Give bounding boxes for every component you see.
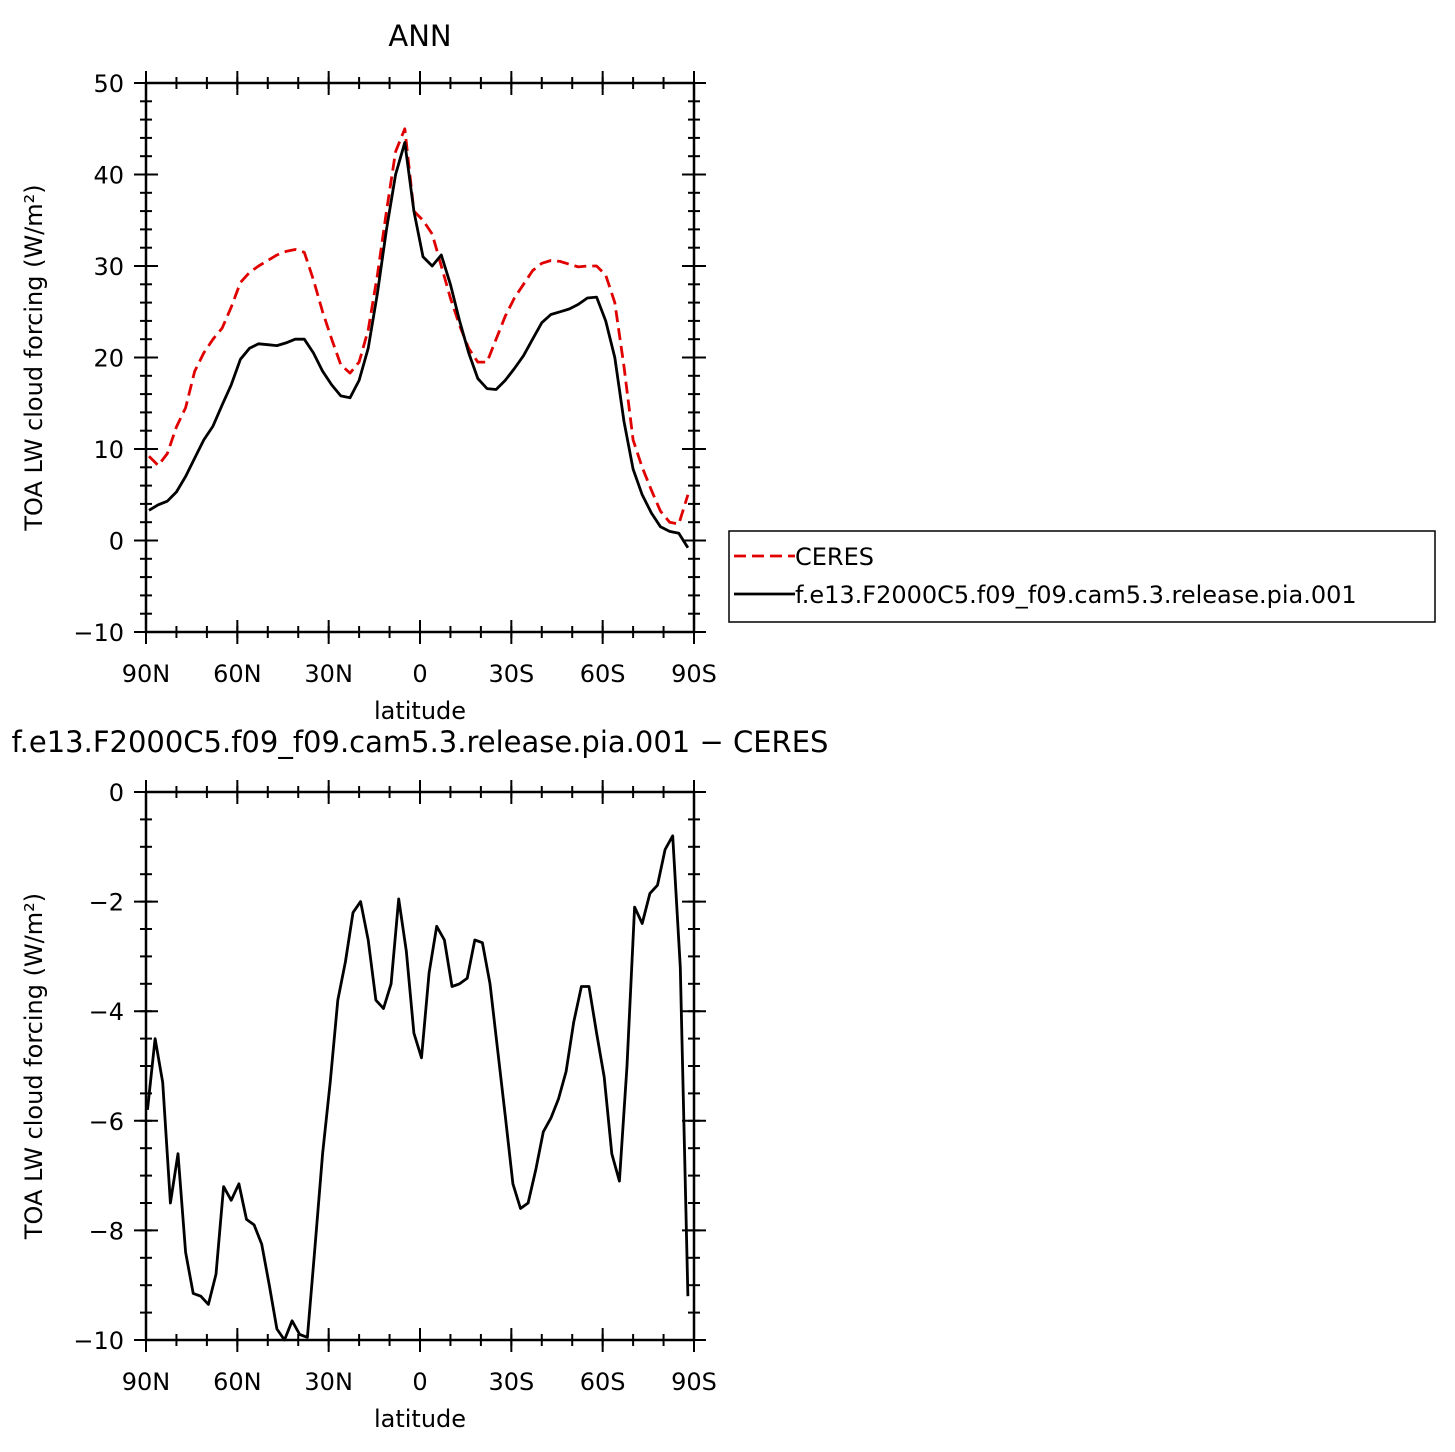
legend-box: [728, 530, 1436, 623]
x-tick-label: 30S: [488, 1368, 534, 1396]
plot-frame: [144, 790, 696, 1342]
x-tick-label: 60N: [213, 660, 262, 688]
x-tick-label: 60S: [580, 1368, 626, 1396]
y-tick-label: −6: [89, 1108, 124, 1136]
legend-label: CERES: [795, 543, 874, 571]
legend-label: f.e13.F2000C5.f09_f09.cam5.3.release.pia…: [795, 581, 1357, 609]
y-tick-label: −8: [89, 1217, 124, 1245]
x-axis-label: latitude: [374, 697, 466, 725]
y-tick-label: −10: [73, 619, 124, 647]
panel: f.e13.F2000C5.f09_f09.cam5.3.release.pia…: [12, 725, 829, 1433]
series-line: [148, 141, 690, 549]
y-tick-label: 20: [93, 345, 124, 373]
chart-title: f.e13.F2000C5.f09_f09.cam5.3.release.pia…: [12, 725, 829, 759]
y-tick-label: −4: [89, 998, 124, 1026]
x-tick-label: 60S: [580, 660, 626, 688]
x-tick-label: 30N: [304, 660, 353, 688]
x-tick-label: 30S: [488, 660, 534, 688]
x-tick-label: 90N: [122, 1368, 171, 1396]
x-tick-label: 30N: [304, 1368, 353, 1396]
plot-frame: [144, 81, 696, 634]
y-tick-label: 50: [93, 70, 124, 98]
y-tick-label: −10: [73, 1327, 124, 1355]
y-tick-label: 0: [109, 528, 124, 556]
chart-title: ANN: [388, 19, 451, 53]
x-tick-label: 90S: [671, 660, 717, 688]
x-tick-label: 90S: [671, 1368, 717, 1396]
y-axis-label: TOA LW cloud forcing (W/m²): [20, 184, 48, 531]
series-line: [148, 127, 690, 526]
y-axis-label: TOA LW cloud forcing (W/m²): [20, 893, 48, 1240]
y-tick-label: 40: [93, 162, 124, 190]
x-axis-label: latitude: [374, 1405, 466, 1433]
y-tick-label: −2: [89, 889, 124, 917]
y-tick-label: 10: [93, 436, 124, 464]
y-tick-label: 0: [109, 779, 124, 807]
y-tick-label: 30: [93, 253, 124, 281]
x-tick-label: 90N: [122, 660, 171, 688]
x-tick-label: 60N: [213, 1368, 262, 1396]
x-tick-label: 0: [412, 660, 427, 688]
x-tick-label: 0: [412, 1368, 427, 1396]
series-line: [146, 834, 690, 1342]
panel: ANN latitude TOA LW cloud forcing (W/m²) −1…: [20, 19, 1436, 725]
